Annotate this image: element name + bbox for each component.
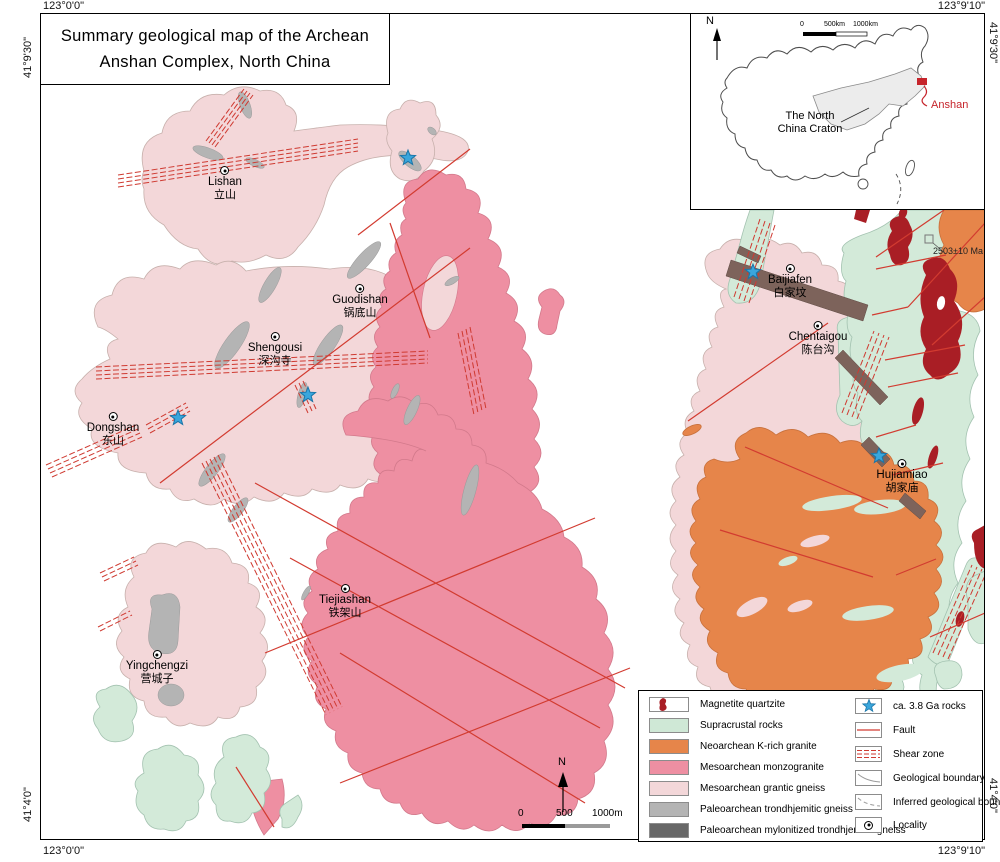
anshan-leader-line — [921, 85, 928, 107]
china-outline-map — [713, 24, 929, 205]
geological-boundary-icon — [855, 770, 882, 786]
inset-scale-max: 1000km — [853, 21, 878, 28]
fault-line-icon — [855, 722, 882, 738]
locality-dongshan: Dongshan 东山 — [87, 412, 139, 448]
locality-icon — [152, 650, 162, 659]
legend-row-fault: Fault — [855, 722, 915, 738]
legend-row-granitic-gneiss: Mesoarchean grantic gneiss — [649, 781, 825, 796]
locality-yingchengzi: Yingchengzi 营城子 — [126, 650, 188, 686]
shear-zone-icon — [855, 746, 882, 762]
coord-lat-top-left: 41°9'30" — [22, 37, 34, 78]
geological-map-canvas — [45, 86, 985, 836]
age-annotation: 2503±10 Ma — [933, 246, 983, 256]
locality-icon — [785, 264, 795, 273]
trondhjemitic-swatch — [649, 802, 689, 817]
coord-bottom-left: 123°0'0" — [43, 845, 84, 857]
title-box: Summary geological map of the Archean An… — [40, 13, 390, 85]
map-scale-max: 1000m — [592, 808, 623, 819]
locality-icon — [855, 817, 882, 833]
age-sample-marker — [924, 234, 947, 255]
inset-north-arrow — [713, 28, 721, 60]
map-scale-zero: 0 — [518, 808, 524, 819]
trondhjemitic-gneiss-lenses — [148, 91, 480, 707]
legend-row-mylonitized: Paleoarchean mylonitized trondhjemitic g… — [649, 823, 906, 838]
locality-icon — [813, 321, 823, 330]
inset-map — [690, 13, 985, 210]
legend-row-locality: Locality — [855, 817, 927, 833]
monzogranite-units — [247, 169, 616, 836]
legend: Magnetite quartzite Supracrustal rocks N… — [638, 690, 1000, 842]
legend-row-monzogranite: Mesoarchean monzogranite — [649, 760, 824, 775]
legend-row-kgranite: Neoarchean K-rich granite — [649, 739, 817, 754]
ga38-star-icon — [855, 698, 882, 714]
mylonitized-gneiss-bands — [725, 245, 927, 520]
map-scale-mid: 500 — [556, 808, 573, 819]
map-north-label: N — [558, 756, 566, 768]
anshan-label: Anshan — [931, 99, 969, 111]
monzogranite-swatch — [649, 760, 689, 775]
inset-north-label: N — [706, 15, 714, 27]
craton-label: The North China Craton — [777, 110, 843, 135]
lenses-in-granite — [736, 494, 924, 683]
locality-guodishan: Guodishan 锅底山 — [332, 284, 388, 320]
locality-icon — [355, 284, 365, 293]
legend-row-inferred-boundary: Inferred geological boundary — [855, 794, 1000, 810]
locality-tiejiashan: Tiejiashan 铁架山 — [319, 584, 371, 620]
inferred-boundary-icon — [855, 794, 882, 810]
coord-lat-bottom-right: 41°4'0" — [987, 778, 999, 813]
gneiss-inlier — [421, 255, 459, 331]
locality-baijiafen: Baijiafen 白家坟 — [768, 264, 812, 300]
locality-icon — [220, 166, 230, 175]
locality-icon — [270, 332, 280, 341]
legend-row-trondhjemitic: Paleoarchean trondhjemitic gneiss — [649, 802, 853, 817]
taiwan-island — [905, 159, 915, 177]
locality-lishan: Lishan 立山 — [208, 166, 242, 202]
coord-bottom-right: 123°9'10" — [937, 845, 985, 857]
hainan-island — [857, 178, 869, 190]
title-line-1: Summary geological map of the Archean — [60, 26, 370, 45]
magnetite-swatch — [649, 697, 689, 712]
faults — [159, 148, 985, 828]
legend-row-supracrustal: Supracrustal rocks — [649, 718, 783, 733]
anshan-location-marker — [917, 78, 927, 85]
mylonitized-swatch — [649, 823, 689, 838]
locality-icon — [340, 584, 350, 593]
coord-lat-top-right: 41°9'30" — [987, 22, 999, 63]
coord-top-right: 123°9'10" — [937, 0, 985, 12]
locality-chentaigou: Chentaigou 陈台沟 — [789, 321, 847, 357]
legend-row-ga38: ca. 3.8 Ga rocks — [855, 698, 966, 714]
coord-lat-bottom-left: 41°4'0" — [22, 787, 34, 822]
quartzite-window — [936, 296, 946, 310]
supracrustal-swatch — [649, 718, 689, 733]
title-line-2: Anshan Complex, North China — [99, 52, 331, 71]
coord-top-left: 123°0'0" — [43, 0, 84, 12]
locality-icon — [897, 459, 907, 468]
locality-icon — [108, 412, 118, 421]
locality-hujiamiao: Hujiamiao 胡家庙 — [876, 459, 928, 495]
map-scalebar — [522, 824, 610, 828]
inset-scale-mid: 500km — [824, 21, 846, 28]
legend-row-boundary: Geological boundary — [855, 770, 985, 786]
shear-zones — [45, 88, 985, 716]
magnetite-quartzite-bodies — [854, 207, 985, 627]
legend-row-magnetite: Magnetite quartzite — [649, 697, 785, 712]
legend-row-shear: Shear zone — [855, 746, 944, 762]
inset-scalebar — [803, 31, 868, 37]
locality-shengousi: Shengousi 深沟寺 — [248, 332, 302, 368]
inset-scale-zero: 0 — [800, 21, 804, 28]
kgranite-swatch — [649, 739, 689, 754]
granitic-gneiss-swatch — [649, 781, 689, 796]
north-china-craton-shape — [812, 67, 926, 131]
maritime-dashed-line — [895, 173, 902, 205]
craton-leader-line — [840, 107, 870, 123]
north-arrow — [558, 772, 568, 812]
